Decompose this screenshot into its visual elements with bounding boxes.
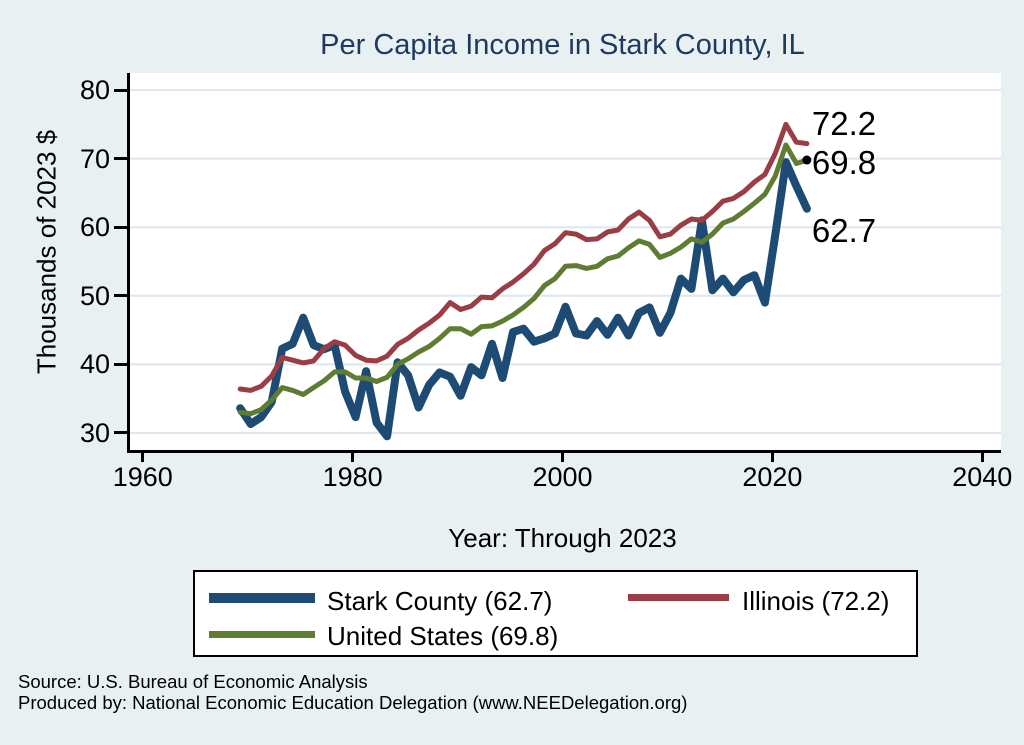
x-axis-title: Year: Through 2023 xyxy=(448,523,677,553)
line-illinois xyxy=(237,121,810,393)
legend-label-illinois: Illinois (72.2) xyxy=(742,586,890,616)
chart-title: Per Capita Income in Stark County, IL xyxy=(320,29,805,61)
x-tick-label-2020: 2020 xyxy=(742,462,803,492)
x-tick-label-1960: 1960 xyxy=(112,462,173,492)
end-label-illinois: 72.2 xyxy=(811,104,877,142)
y-tick-30 xyxy=(114,431,127,435)
legend-label-stark-county: Stark County (62.7) xyxy=(327,586,553,616)
y-tick-label-40: 40 xyxy=(79,349,110,380)
legend: Stark County (62.7) Illinois (72.2) United… xyxy=(193,570,918,657)
x-tick-2020 xyxy=(770,453,774,462)
line-united-states xyxy=(237,142,810,417)
footer: Source: U.S. Bureau of Economic Analysis… xyxy=(18,671,687,713)
x-tick-2040 xyxy=(980,453,984,462)
y-tick-label-70: 70 xyxy=(79,143,110,174)
legend-label-united-states: United States (69.8) xyxy=(327,621,559,651)
y-tick-label-60: 60 xyxy=(79,212,110,243)
plot-area xyxy=(127,73,1001,453)
x-tick-1960 xyxy=(141,453,145,462)
y-tick-40 xyxy=(114,362,127,366)
x-tick-1980 xyxy=(351,453,355,462)
line-stark-county xyxy=(236,158,811,441)
end-label-stark-county: 62.7 xyxy=(811,211,877,249)
y-tick-70 xyxy=(114,157,127,161)
x-tick-label-2040: 2040 xyxy=(952,462,1013,492)
plot-svg xyxy=(130,89,1001,441)
y-tick-50 xyxy=(114,294,127,298)
y-tick-label-80: 80 xyxy=(79,75,110,106)
produced-by-note: Produced by: National Economic Education… xyxy=(18,692,688,713)
end-marker-united-states xyxy=(802,155,812,165)
source-note: Source: U.S. Bureau of Economic Analysis xyxy=(18,671,368,692)
x-tick-label-2000: 2000 xyxy=(532,462,593,492)
y-tick-60 xyxy=(114,225,127,229)
end-label-united-states: 69.8 xyxy=(811,144,877,182)
legend-swatch-united-states xyxy=(209,631,315,638)
x-tick-2000 xyxy=(561,453,564,462)
legend-swatch-illinois xyxy=(628,594,729,601)
y-tick-label-50: 50 xyxy=(79,280,110,311)
legend-swatch-stark-county xyxy=(209,593,315,603)
y-tick-label-30: 30 xyxy=(79,417,110,448)
x-tick-label-1980: 1980 xyxy=(322,462,383,492)
y-tick-80 xyxy=(114,88,127,92)
